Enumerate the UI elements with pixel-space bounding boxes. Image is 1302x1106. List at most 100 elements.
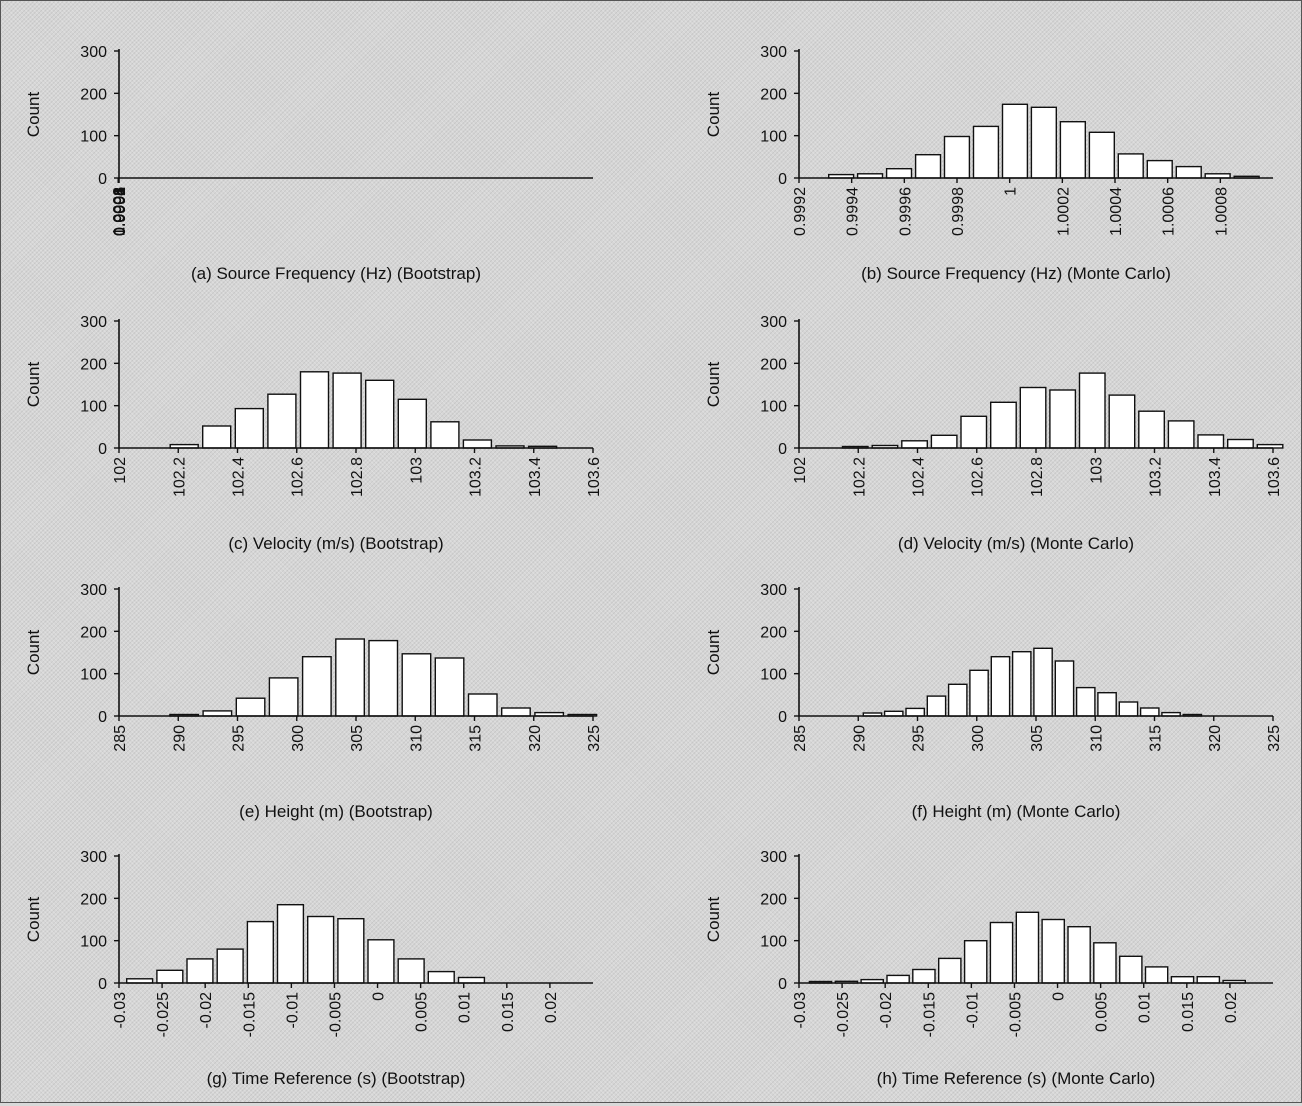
histogram-bar [1093,942,1117,984]
histogram-bar [299,371,330,449]
x-tick-label: 310 [1088,725,1105,752]
x-tick-label: 315 [468,725,485,752]
histogram-bar [1197,434,1225,449]
y-tick-label: 100 [80,129,107,146]
y-tick-label: 200 [760,356,787,373]
panel-b: 0 100 200 300 0.9992 0.9994 0.9996 0.9998 1 1.000… [691,31,1302,301]
panel-caption: (d) Velocity (m/s) (Monte Carlo) [898,534,1134,553]
panel-caption: (b) Source Frequency (Hz) (Monte Carlo) [861,264,1171,283]
histogram-bar [234,407,265,449]
x-tick-label: 103.6 [586,457,603,497]
histogram-bar [1030,106,1057,179]
y-tick-label: 300 [80,314,107,331]
histogram-bar [1019,386,1047,449]
x-tick-label: -0.025 [155,992,172,1037]
x-tick-label: -0.015 [241,992,258,1037]
histogram-bar [1139,707,1160,717]
y-tick-label: 100 [80,399,107,416]
x-tick-label: 102 [112,457,129,484]
histogram-bar [990,655,1011,717]
x-tick-label: 102.2 [851,457,868,497]
histogram-bar [1078,372,1106,449]
y-axis-label: Count [704,897,723,943]
histogram-bar [901,440,929,449]
histogram-bar [914,153,942,179]
histogram-bar [1227,438,1254,449]
x-tick-label: 102.4 [231,457,248,497]
histogram-bar [1108,394,1136,449]
x-tick-label: 102.8 [1029,457,1046,497]
histogram-bar [268,677,299,717]
x-tick-label: 0.9994 [112,187,129,236]
x-tick-label: 103 [408,457,425,484]
panel-a: 0 100 200 300 0.9992 0.9994 0.9996 0.9998 1 1.000… [11,31,656,301]
y-tick-label: 200 [760,891,787,908]
x-tick-label: -0.025 [835,992,852,1037]
panel-caption: (h) Time Reference (s) (Monte Carlo) [877,1069,1156,1088]
histogram-bar [960,415,988,449]
y-tick-label: 100 [80,934,107,951]
histogram-bar [926,695,947,717]
x-tick-label: 0 [1051,992,1068,1001]
histogram-bar [307,915,335,984]
y-axis-label: Count [24,630,43,676]
x-tick-label: 0.005 [1094,992,1111,1032]
x-tick-label: 0.9992 [112,187,129,236]
histogram-bar [963,939,988,984]
histogram-bar [368,639,399,717]
x-tick-label: 290 [851,725,868,752]
x-tick-label: 0.02 [1223,992,1240,1023]
x-tick-label: 0 [371,992,388,1001]
x-tick-label: 0.015 [500,992,517,1032]
x-tick-label: 290 [171,725,188,752]
x-tick-label: -0.02 [878,992,895,1029]
y-tick-label: 0 [778,976,787,993]
panel-caption: (c) Velocity (m/s) (Bootstrap) [228,534,443,553]
histogram-bar [1170,975,1195,984]
panel-c: 0 100 200 300 102 102.2 102.4 102.6 102.8 103 103.… [11,301,656,571]
x-tick-label: 0.005 [414,992,431,1032]
panel-f-plot: 0 100 200 300 285 290 295 300 305 310 315 320 325 Cou… [704,582,1283,821]
panel-g: 0 100 200 300 -0.03 -0.025 -0.02 -0.015 -0.01 -0.… [11,836,656,1106]
y-axis-label: Count [704,92,723,138]
x-tick-label: 103 [1088,457,1105,484]
histogram-bar [467,693,498,717]
histogram-bar [1001,103,1029,179]
y-tick-label: 200 [80,86,107,103]
histogram-bar [1119,955,1143,984]
panel-h-plot: 0 100 200 300 -0.03 -0.025 -0.02 -0.015 -0.01 -0.… [704,849,1273,1088]
histogram-bar [886,974,910,984]
x-tick-label: 1.0004 [1108,187,1125,236]
histogram-bar [885,167,913,179]
y-tick-label: 200 [760,624,787,641]
x-tick-label: -0.01 [964,992,981,1029]
y-tick-label: 100 [760,399,787,416]
histogram-bar [1138,410,1165,449]
x-tick-label: 0.01 [1137,992,1154,1023]
x-tick-label: 325 [1266,725,1283,752]
y-tick-label: 0 [98,171,107,188]
x-tick-label: 305 [349,725,366,752]
x-tick-label: 295 [231,725,248,752]
histogram-bar [267,393,297,449]
y-tick-label: 0 [778,709,787,726]
histogram-bar [501,707,531,717]
y-tick-label: 0 [98,976,107,993]
histogram-bar [972,125,1000,179]
panel-a-plot: 0 100 200 300 0.99920.99940.99960.999811.000… [24,44,593,283]
x-tick-label: 285 [112,725,129,752]
histogram-bar [1049,389,1077,449]
y-tick-label: 300 [760,582,787,599]
panel-b-plot: 0 100 200 300 0.9992 0.9994 0.9996 0.9998 1 1.000… [704,44,1273,283]
x-tick-label: 300 [970,725,987,752]
y-tick-label: 200 [80,624,107,641]
x-tick-label: 103.2 [1148,457,1165,497]
y-axis-label: Count [24,897,43,943]
histogram-bar [1088,131,1115,179]
x-tick-label: 103.6 [1266,457,1283,497]
x-tick-label: 102.8 [349,457,366,497]
panel-caption: (g) Time Reference (s) (Bootstrap) [207,1069,466,1088]
x-tick-label: 1.0002 [1055,187,1072,236]
y-tick-label: 300 [760,314,787,331]
